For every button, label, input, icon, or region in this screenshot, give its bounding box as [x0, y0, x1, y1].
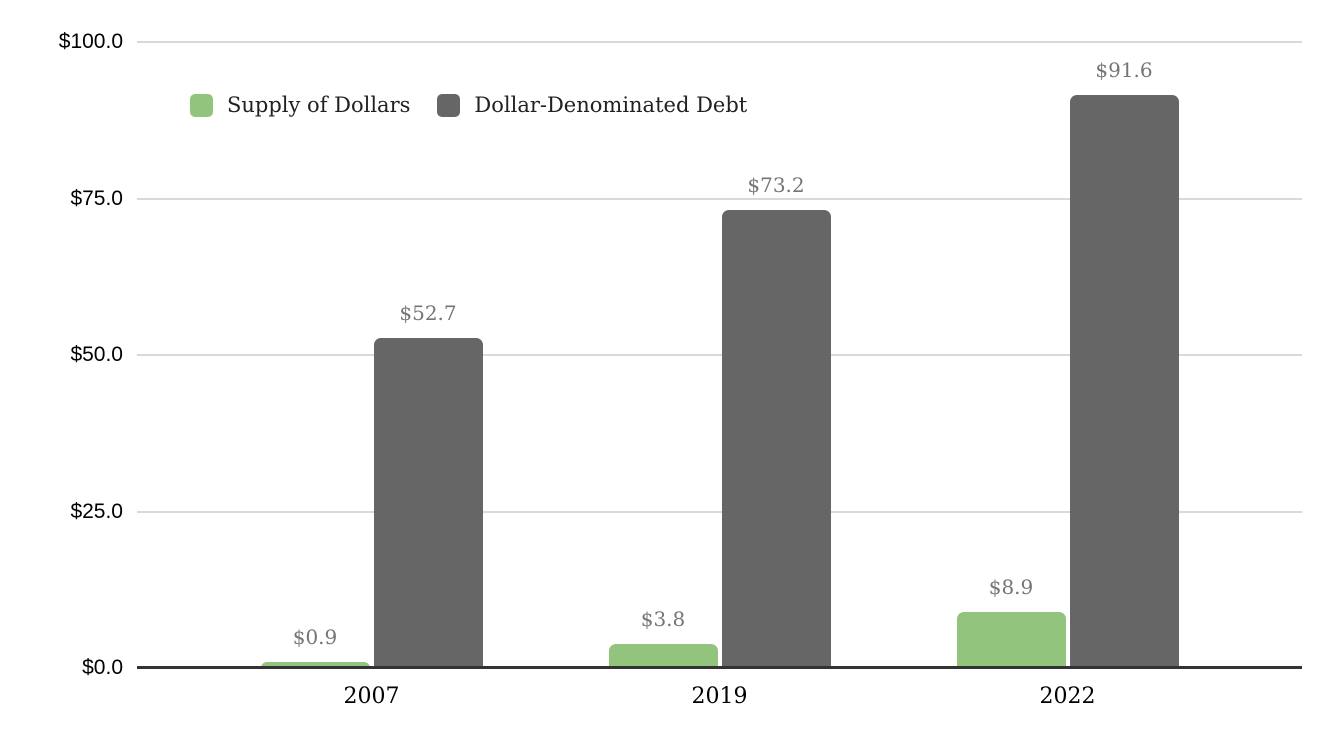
- legend-label-supply-of-dollars: Supply of Dollars: [227, 93, 411, 117]
- bar-debt-2007[interactable]: [373, 338, 483, 668]
- x-axis-category-label: 2007: [343, 684, 400, 709]
- bar-debt-2022[interactable]: [1069, 94, 1179, 668]
- bar-debt-2019[interactable]: [721, 209, 831, 668]
- legend: Supply of Dollars Dollar-Denominated Deb…: [190, 93, 747, 117]
- bar-supply-2022[interactable]: [956, 612, 1066, 668]
- y-axis-tick-label: $25.0: [70, 499, 123, 523]
- gridline: [137, 41, 1302, 43]
- gridline: [137, 197, 1302, 200]
- y-axis-tick-label: $100.0: [58, 30, 123, 53]
- bar-value-label: $0.9: [292, 625, 338, 650]
- bar-value-label: $91.6: [1095, 57, 1153, 82]
- gridline: [137, 354, 1302, 356]
- bar-value-label: $8.9: [988, 575, 1034, 600]
- bar-value-label: $3.8: [640, 607, 686, 632]
- bar-value-label: $73.2: [747, 172, 805, 197]
- bar-value-label: $52.7: [399, 301, 457, 326]
- plot-area: $0.9 $52.7 $3.8 $73.2 $8.9 $91.6: [137, 41, 1302, 669]
- legend-swatch-green: [190, 93, 213, 117]
- legend-label-dollar-denominated-debt: Dollar-Denominated Debt: [474, 93, 748, 117]
- legend-swatch-gray: [437, 93, 461, 117]
- legend-item-supply-of-dollars[interactable]: Supply of Dollars: [190, 93, 410, 117]
- y-axis-tick-label: $50.0: [70, 343, 123, 366]
- x-axis-line: [137, 666, 1302, 669]
- x-axis-category-label: 2019: [691, 684, 748, 709]
- bar-supply-2007[interactable]: [260, 662, 370, 668]
- x-axis-category-label: 2022: [1039, 684, 1096, 709]
- y-axis-tick-label: $75.0: [70, 186, 123, 210]
- bar-supply-2019[interactable]: [608, 644, 718, 668]
- legend-item-dollar-denominated-debt[interactable]: Dollar-Denominated Debt: [437, 93, 747, 117]
- y-axis-tick-label: $0.0: [82, 656, 123, 679]
- gridline: [137, 510, 1302, 513]
